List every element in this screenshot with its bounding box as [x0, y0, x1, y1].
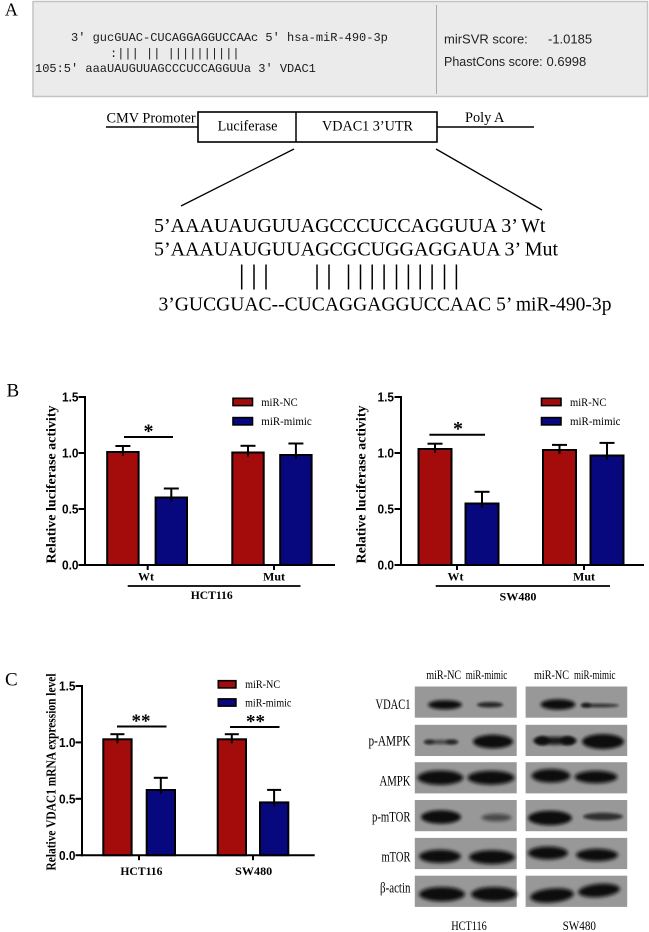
svg-text:miR-mimic: miR-mimic [261, 416, 312, 428]
svg-text:VDAC1: VDAC1 [376, 697, 411, 713]
svg-text:**: ** [246, 712, 265, 733]
svg-text:Relative VDAC1 mRNA expression: Relative VDAC1 mRNA expression level [45, 673, 60, 870]
svg-text:Poly A: Poly A [465, 110, 505, 126]
svg-text:B: B [7, 381, 20, 402]
svg-text::||| || ||||||||||: :||| || |||||||||| [110, 47, 240, 61]
svg-text:VDAC1 3’UTR: VDAC1 3’UTR [322, 119, 414, 135]
svg-text:Luciferase: Luciferase [218, 119, 278, 135]
svg-text:PhastCons score:: PhastCons score: [444, 55, 543, 69]
svg-text:AMPK: AMPK [380, 774, 411, 790]
svg-text:5’AAAUAUGUUAGCCCUCCAGGUUA 3’ W: 5’AAAUAUGUUAGCCCUCCAGGUUA 3’ Wt [154, 215, 546, 237]
svg-text:1.0: 1.0 [59, 735, 76, 750]
svg-text:miR-NC: miR-NC [261, 397, 298, 409]
svg-text:Wt: Wt [138, 570, 154, 584]
svg-text:Relative luciferase activity: Relative luciferase activity [355, 406, 370, 564]
svg-text:p-mTOR: p-mTOR [372, 810, 411, 826]
svg-text:1.5: 1.5 [62, 390, 79, 405]
svg-text:*: * [453, 418, 463, 440]
svg-text:β-actin: β-actin [380, 881, 411, 897]
svg-text:miR-mimic: miR-mimic [570, 416, 621, 428]
svg-text:mirSVR score:: mirSVR score: [444, 32, 528, 47]
svg-text:0.6998: 0.6998 [547, 54, 587, 69]
svg-text:miR-NC: miR-NC [245, 679, 280, 691]
svg-text:Mut: Mut [263, 570, 285, 584]
svg-text:A: A [5, 0, 18, 19]
svg-text:Relative luciferase activity: Relative luciferase activity [45, 406, 60, 564]
svg-text:miR-mimic: miR-mimic [466, 667, 508, 682]
svg-text:mTOR: mTOR [382, 850, 411, 866]
svg-text:0.0: 0.0 [378, 558, 395, 573]
svg-text:CMV Promoter: CMV Promoter [107, 111, 196, 127]
svg-text:0.0: 0.0 [62, 558, 79, 573]
svg-text:miR-mimic: miR-mimic [574, 667, 616, 682]
svg-text:0.5: 0.5 [378, 502, 395, 517]
svg-text:105:5' aaaUAUGUUAGCCCUCCAGGUUa: 105:5' aaaUAUGUUAGCCCUCCAGGUUa 3' VDAC1 [35, 62, 316, 76]
svg-text:*: * [144, 421, 154, 443]
svg-text:1.5: 1.5 [378, 390, 395, 405]
svg-text:3' gucGUAC-CUCAGGAGGUCCAAc 5': 3' gucGUAC-CUCAGGAGGUCCAAc 5' hsa-miR-49… [71, 31, 388, 45]
svg-text:Mut: Mut [573, 570, 595, 584]
svg-text:p-AMPK: p-AMPK [369, 734, 411, 750]
svg-text:5’AAAUAUGUUAGCGCUGGAGGAUA 3’ M: 5’AAAUAUGUUAGCGCUGGAGGAUA 3’ Mut [154, 239, 559, 261]
svg-text:3’GUCGUAC--CUCAGGAGGUCCAAC 5’: 3’GUCGUAC--CUCAGGAGGUCCAAC 5’ miR-490-3p [159, 294, 612, 316]
svg-text:**: ** [132, 711, 151, 732]
svg-text:0.0: 0.0 [59, 848, 76, 863]
svg-text:1.5: 1.5 [59, 679, 76, 694]
svg-text:miR-mimic: miR-mimic [245, 698, 291, 710]
svg-text:SW480: SW480 [235, 864, 272, 878]
svg-text:0.5: 0.5 [62, 502, 79, 517]
svg-text:SW480: SW480 [500, 590, 537, 604]
svg-text:miR-NC: miR-NC [426, 667, 461, 682]
svg-text:miR-NC: miR-NC [570, 397, 607, 409]
svg-text:C: C [5, 670, 18, 691]
svg-text:SW480: SW480 [563, 918, 596, 932]
svg-text:-1.0185: -1.0185 [548, 32, 592, 47]
svg-text:HCT116: HCT116 [191, 588, 233, 602]
svg-text:1.0: 1.0 [378, 446, 395, 461]
svg-text:HCT116: HCT116 [451, 918, 487, 932]
svg-text:HCT116: HCT116 [120, 864, 162, 878]
svg-text:miR-NC: miR-NC [534, 667, 569, 682]
svg-text:Wt: Wt [448, 570, 464, 584]
svg-text:1.0: 1.0 [62, 446, 79, 461]
svg-text:0.5: 0.5 [59, 792, 76, 807]
